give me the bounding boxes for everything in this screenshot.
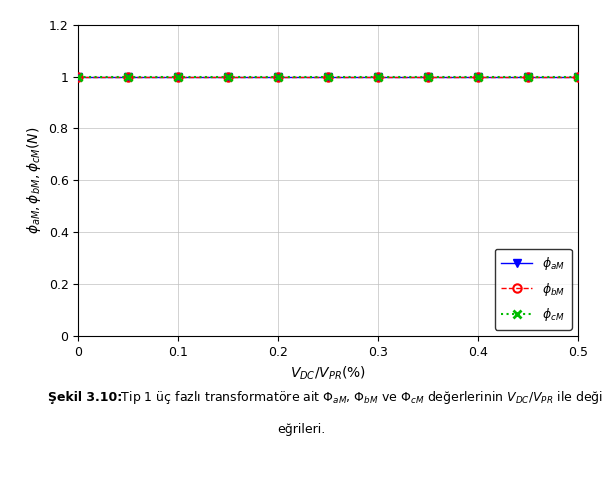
$\phi_{aM}$ [524,74,532,80]
$\phi_{aM}$ [374,74,382,80]
Line: $\phi_{aM}$: $\phi_{aM}$ [74,73,582,81]
$\phi_{cM}$ [175,74,182,80]
Legend: $\phi_{aM}$, $\phi_{bM}$, $\phi_{cM}$: $\phi_{aM}$, $\phi_{bM}$, $\phi_{cM}$ [495,248,572,329]
$\phi_{bM}$ [424,74,432,80]
$\phi_{cM}$ [275,74,282,80]
Text: Şekil 3.10:: Şekil 3.10: [48,391,122,404]
$\phi_{aM}$ [125,74,132,80]
$\phi_{bM}$ [524,74,532,80]
Text: eğrileri.: eğrileri. [277,423,325,436]
$\phi_{cM}$ [424,74,432,80]
$\phi_{aM}$ [324,74,332,80]
$\phi_{aM}$ [275,74,282,80]
$\phi_{aM}$ [75,74,82,80]
$\phi_{bM}$ [574,74,582,80]
$\phi_{bM}$ [374,74,382,80]
$\phi_{aM}$ [225,74,232,80]
Text: Tip 1 üç fazlı transformatöre ait $\Phi_{aM}$, $\Phi_{bM}$ ve $\Phi_{cM}$ değerl: Tip 1 üç fazlı transformatöre ait $\Phi_… [117,389,602,406]
$\phi_{bM}$ [125,74,132,80]
$\phi_{aM}$ [574,74,582,80]
$\phi_{aM}$ [175,74,182,80]
$\phi_{cM}$ [574,74,582,80]
$\phi_{cM}$ [474,74,482,80]
Y-axis label: $\phi_{aM}, \phi_{bM}, \phi_{cM}(N)$: $\phi_{aM}, \phi_{bM}, \phi_{cM}(N)$ [25,126,43,234]
$\phi_{bM}$ [275,74,282,80]
Line: $\phi_{bM}$: $\phi_{bM}$ [74,73,582,81]
$\phi_{bM}$ [474,74,482,80]
Line: $\phi_{cM}$: $\phi_{cM}$ [74,73,582,81]
$\phi_{bM}$ [225,74,232,80]
$\phi_{cM}$ [324,74,332,80]
$\phi_{cM}$ [225,74,232,80]
$\phi_{bM}$ [324,74,332,80]
$\phi_{aM}$ [474,74,482,80]
$\phi_{bM}$ [175,74,182,80]
X-axis label: $V_{DC}/V_{PR}(\%)$: $V_{DC}/V_{PR}(\%)$ [290,364,366,381]
$\phi_{aM}$ [424,74,432,80]
$\phi_{cM}$ [374,74,382,80]
$\phi_{cM}$ [125,74,132,80]
$\phi_{bM}$ [75,74,82,80]
$\phi_{cM}$ [524,74,532,80]
$\phi_{cM}$ [75,74,82,80]
